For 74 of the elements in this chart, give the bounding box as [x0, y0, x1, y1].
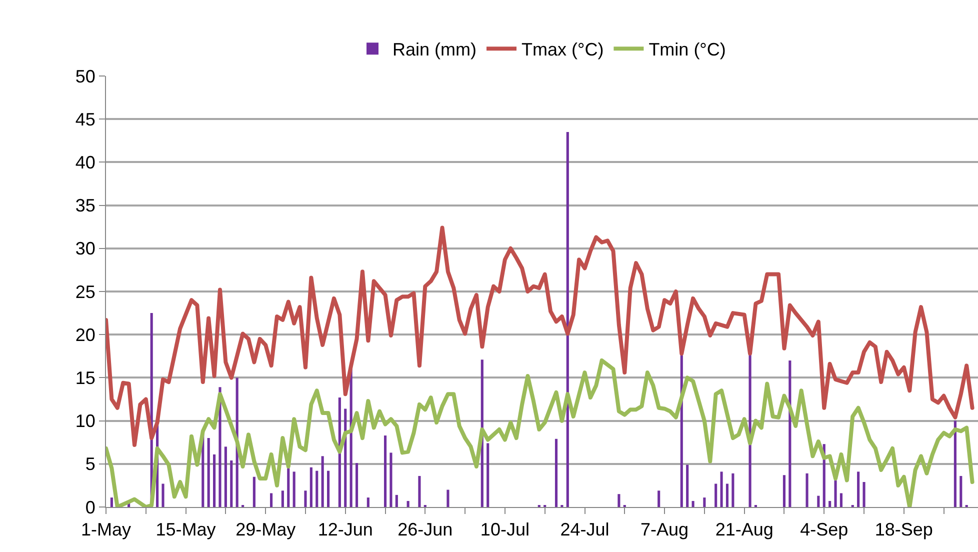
bar [720, 472, 723, 507]
x-tick-label: 15-May [156, 520, 216, 540]
bar [395, 494, 398, 507]
bar [252, 476, 256, 507]
x-tick-label: 24-Jul [560, 520, 610, 540]
bar [270, 493, 273, 507]
bar [857, 472, 860, 507]
legend-label: Rain (mm) [392, 40, 476, 60]
legend-label: Tmax (°C) [522, 40, 604, 60]
bar [486, 443, 490, 507]
bar [732, 473, 734, 507]
bar [446, 490, 450, 507]
bar [566, 132, 569, 507]
bar [726, 484, 729, 507]
bar [310, 467, 312, 507]
bar [960, 476, 962, 507]
x-tick-label: 18-Sep [874, 520, 933, 540]
bar [806, 473, 808, 507]
bar [828, 500, 832, 507]
bar [418, 476, 421, 507]
bar [110, 498, 113, 507]
x-tick-label: 29-May [236, 520, 296, 540]
bar [281, 490, 284, 507]
bar [224, 446, 227, 507]
bar [316, 470, 318, 507]
bar [618, 494, 620, 507]
x-tick-label: 21-Aug [715, 520, 774, 540]
y-tick-label: 50 [75, 66, 96, 86]
bar [840, 493, 842, 507]
bar [714, 484, 718, 507]
y-tick-label: 30 [75, 238, 96, 259]
y-tick-label: 0 [85, 497, 96, 518]
x-tick-label: 4-Sep [800, 520, 848, 540]
bar [287, 468, 290, 507]
y-tick-label: 35 [75, 196, 96, 216]
bar [817, 496, 820, 507]
bar [782, 475, 786, 507]
legend-label: Tmin (°C) [648, 40, 726, 60]
bar [384, 435, 387, 507]
y-tick-label: 10 [75, 411, 96, 432]
x-tick-label: 10-Jul [480, 520, 530, 540]
y-tick-label: 5 [85, 454, 96, 474]
bar [321, 456, 324, 507]
bar [292, 472, 296, 507]
bar [366, 498, 370, 507]
x-tick-label: 26-Jun [398, 520, 453, 540]
bar [355, 463, 358, 507]
bar [788, 360, 792, 507]
bar [213, 454, 216, 507]
bar [692, 500, 694, 507]
line-series [106, 358, 974, 507]
bar [658, 490, 660, 507]
line-series [106, 226, 974, 447]
bar [230, 460, 233, 507]
x-tick-label: 1-May [80, 520, 132, 540]
bar [834, 480, 837, 507]
bar [390, 452, 392, 507]
x-tick-label: 12-Jun [318, 520, 373, 540]
bar [162, 484, 164, 507]
bar [406, 500, 410, 507]
bar [703, 498, 706, 507]
y-tick-label: 25 [75, 282, 96, 302]
bar [686, 464, 689, 507]
bar [207, 438, 210, 507]
x-tick-label: 7-Aug [640, 520, 689, 540]
bar [554, 438, 558, 507]
bar [862, 482, 866, 507]
y-tick-label: 40 [75, 152, 96, 172]
y-tick-label: 20 [75, 324, 96, 345]
bar [954, 420, 956, 507]
bar [304, 490, 307, 507]
y-tick-label: 45 [75, 109, 96, 130]
y-tick-label: 15 [75, 368, 96, 388]
bar [326, 470, 330, 507]
